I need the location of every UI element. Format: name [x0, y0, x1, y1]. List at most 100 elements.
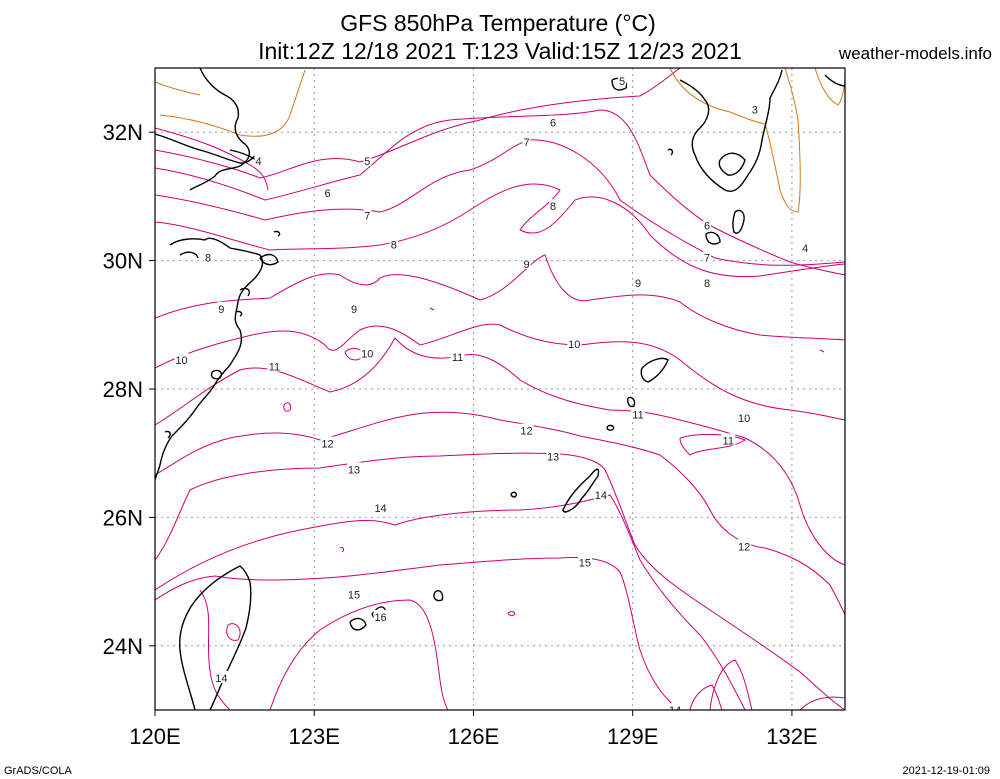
contour-label: 4 [255, 156, 261, 168]
isotherm-12 [155, 411, 845, 616]
footer-timestamp: 2021-12-19-01:09 [902, 765, 990, 777]
coast-tanegashima [732, 209, 745, 234]
contour-label-bg [217, 301, 226, 314]
contour-label: 6 [550, 118, 556, 130]
contour-label-bg [320, 436, 335, 449]
contour-label: 7 [364, 211, 370, 223]
contour-label: 7 [704, 252, 710, 264]
x-tick-label: 126E [448, 724, 499, 749]
contour-label: 10 [361, 349, 373, 361]
contour-label-bg [634, 276, 642, 289]
contour-label-bg [567, 337, 582, 350]
contour-label: 16 [374, 612, 386, 624]
x-tick-label: 120E [129, 724, 180, 749]
contour-label-group: 5 3 6 7 4 5 6 8 7 6 8 4 8 7 9 9 8 9 9 10 10 11 10 11 11 10 12 11 12 1… [174, 73, 810, 710]
contour-label: 8 [391, 240, 397, 252]
contour-label: 15 [579, 557, 591, 569]
coast-kyushu-south [718, 152, 746, 176]
coast-yakushima [705, 231, 721, 245]
isotherm-16 [269, 599, 449, 710]
contour-label: 9 [351, 304, 357, 316]
isotherm-small-4 [429, 307, 435, 311]
isotherm-5 [155, 68, 681, 179]
coast-yangtze-isle [229, 149, 257, 161]
contour-label: 9 [218, 304, 224, 316]
contour-label: 14 [374, 503, 386, 515]
contour-label-bg [801, 240, 810, 253]
contour-label: 5 [619, 76, 625, 88]
contour-label-bg [668, 703, 683, 710]
contour-label-bg [549, 115, 558, 128]
isotherm-11b [679, 433, 747, 456]
isotherm-small-3 [507, 611, 515, 616]
contour-label-bg [373, 609, 388, 622]
isotherm-small-1 [283, 402, 291, 412]
contour-label-bg [593, 487, 608, 500]
coast-koshiki [667, 148, 674, 156]
isotherm-10 [155, 323, 845, 421]
contour-label-bg [267, 359, 282, 372]
isotherm-14b [199, 589, 231, 710]
isotherm-3c [669, 68, 801, 213]
isotherm-small-6 [226, 623, 241, 641]
contour-label: 6 [324, 188, 330, 200]
contour-label-bg [703, 218, 711, 231]
coast-mainland-china-north [189, 68, 251, 191]
isotherm-13b [799, 696, 845, 710]
contour-label: 8 [704, 278, 710, 290]
contour-label-bg [703, 250, 711, 263]
isotherm-4 [155, 127, 269, 191]
contour-label-bg [546, 449, 561, 462]
contour-label-bg [347, 462, 362, 475]
contour-label-bg [519, 423, 534, 436]
contour-label: 12 [321, 439, 333, 451]
isotherm-3a [155, 81, 201, 96]
contour-label-bg [347, 587, 362, 600]
chart-subtitle: Init:12Z 12/18 2021 T:123 Valid:15Z 12/2… [258, 38, 742, 64]
contour-label: 6 [704, 220, 710, 232]
x-tick-label: 129E [607, 724, 658, 749]
contour-label-bg [363, 154, 372, 167]
contour-label: 14 [215, 673, 227, 685]
x-tick-label: 123E [289, 724, 340, 749]
contour-label-bg [323, 186, 332, 199]
footer-software-credit: GrADS/COLA [4, 765, 72, 777]
contour-label-bg [450, 349, 465, 362]
isotherm-14c [689, 684, 723, 710]
coast-zhoushan-2 [273, 230, 281, 237]
coast-hangzhou-bay-isle [179, 251, 199, 259]
contour-label: 12 [520, 426, 532, 438]
contour-label-bg [721, 433, 736, 446]
coast-shore-islands-2 [235, 310, 243, 317]
contour-label: 10 [738, 413, 750, 425]
isotherm-9 [155, 254, 845, 341]
contour-label: 8 [550, 201, 556, 213]
isotherm-7 [155, 139, 845, 266]
x-tick-label: 132E [766, 724, 817, 749]
coast-shore-islands-3 [210, 369, 222, 380]
contour-label-bg [631, 407, 645, 420]
coast-okinoerabu [606, 424, 615, 431]
y-tick-label: 30N [103, 249, 143, 274]
contour-label-bg [737, 539, 752, 552]
contour-label: 14 [595, 490, 607, 502]
contour-label: 13 [348, 464, 360, 476]
contour-label-bg [577, 555, 592, 568]
contour-label: 11 [452, 352, 463, 364]
contour-label-bg [549, 199, 558, 212]
contour-label: 4 [802, 243, 808, 255]
coast-ishigaki [349, 617, 367, 631]
contour-label: 9 [635, 278, 641, 290]
isotherm-3b [159, 69, 306, 137]
isotherm-13 [155, 452, 845, 710]
isotherm-small-5 [819, 349, 825, 353]
contour-label-bg [750, 102, 759, 115]
isotherm-11 [155, 337, 845, 566]
coast-kume [510, 491, 517, 498]
isotherm-15b [709, 659, 753, 710]
isotherm-group-cool [155, 68, 845, 213]
coast-korea-tip [824, 74, 845, 87]
isotherm-14 [155, 494, 746, 710]
y-tick-label: 32N [103, 120, 143, 145]
y-tick-label: 24N [103, 634, 143, 659]
